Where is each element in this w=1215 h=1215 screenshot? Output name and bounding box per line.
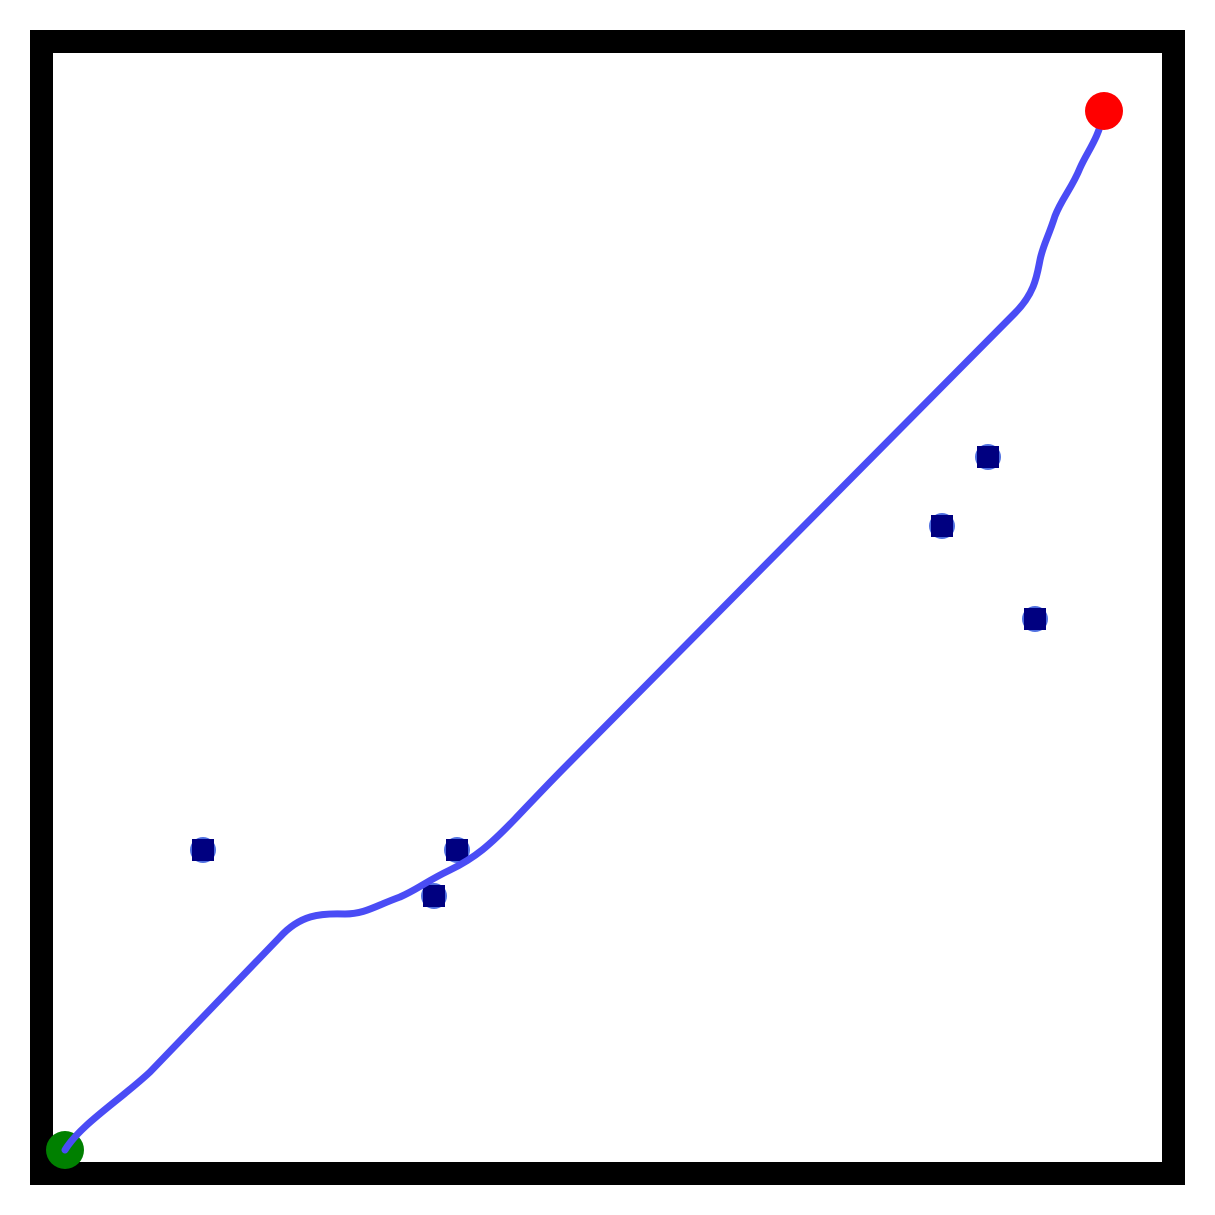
- obstacles: [190, 444, 1048, 909]
- obstacle: [190, 837, 216, 863]
- obstacle: [929, 513, 955, 539]
- obstacle: [421, 883, 447, 909]
- goal-point: [1085, 92, 1123, 130]
- obstacle: [1022, 606, 1048, 632]
- planned-path: [61, 108, 1108, 1154]
- obstacle: [975, 444, 1001, 470]
- obstacle: [444, 837, 470, 863]
